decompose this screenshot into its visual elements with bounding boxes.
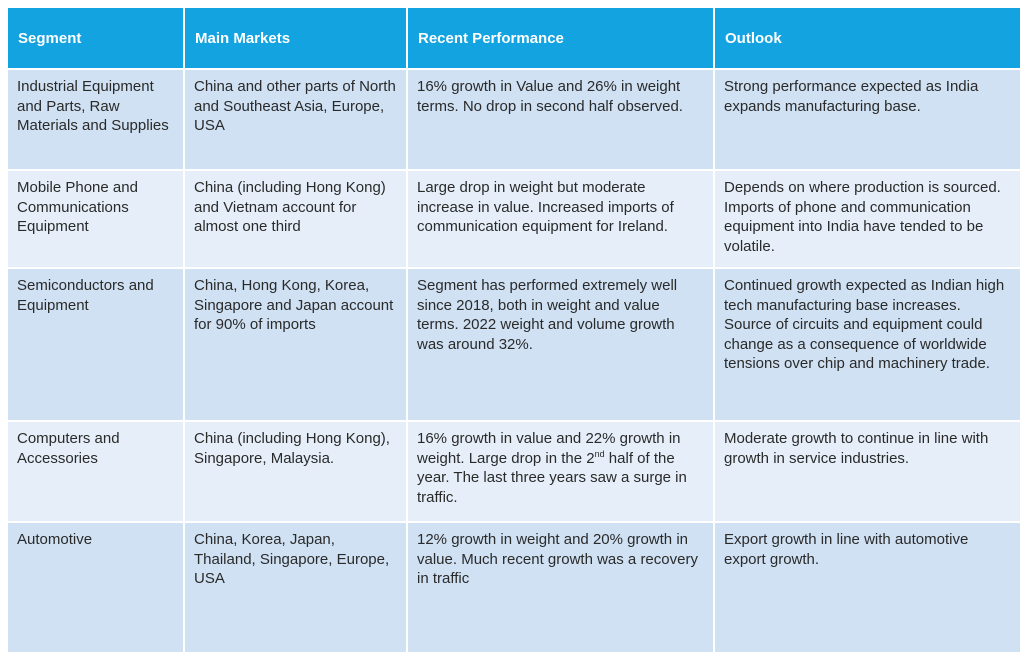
cell-performance: 12% growth in weight and 20% growth in v… — [406, 521, 715, 654]
cell-markets: China and other parts of North and South… — [183, 68, 408, 171]
header-row: Segment Main Markets Recent Performance … — [6, 6, 1022, 70]
cell-outlook: Export growth in line with automotive ex… — [713, 521, 1022, 654]
cell-markets: China (including Hong Kong), Singapore, … — [183, 420, 408, 523]
header-segment: Segment — [6, 6, 185, 70]
cell-segment: Semiconductors and Equipment — [6, 267, 185, 422]
cell-outlook: Depends on where production is sourced. … — [713, 169, 1022, 269]
cell-performance: 16% growth in value and 22% growth in we… — [406, 420, 715, 523]
cell-segment: Industrial Equipment and Parts, Raw Mate… — [6, 68, 185, 171]
table-row: Computers and Accessories China (includi… — [6, 420, 1022, 523]
table-row: Industrial Equipment and Parts, Raw Mate… — [6, 68, 1022, 171]
cell-outlook: Continued growth expected as Indian high… — [713, 267, 1022, 422]
cell-markets: China, Korea, Japan, Thailand, Singapore… — [183, 521, 408, 654]
cell-segment: Computers and Accessories — [6, 420, 185, 523]
header-main-markets: Main Markets — [183, 6, 408, 70]
ordinal-suffix: nd — [594, 448, 605, 459]
header-outlook: Outlook — [713, 6, 1022, 70]
cell-performance: Large drop in weight but moderate increa… — [406, 169, 715, 269]
performance-text-end: half of the year. The last three years s… — [417, 449, 687, 506]
performance-text-start: 16% growth in value and 22% growth in we… — [417, 430, 681, 467]
segments-table: Segment Main Markets Recent Performance … — [6, 6, 1022, 654]
table-row: Semiconductors and Equipment China, Hong… — [6, 267, 1022, 422]
table-row: Automotive China, Korea, Japan, Thailand… — [6, 521, 1022, 654]
cell-performance: Segment has performed extremely well sin… — [406, 267, 715, 422]
header-recent-performance: Recent Performance — [406, 6, 715, 70]
cell-segment: Mobile Phone and Communications Equipmen… — [6, 169, 185, 269]
cell-performance: 16% growth in Value and 26% in weight te… — [406, 68, 715, 171]
cell-outlook: Moderate growth to continue in line with… — [713, 420, 1022, 523]
cell-markets: China (including Hong Kong) and Vietnam … — [183, 169, 408, 269]
cell-markets: China, Hong Kong, Korea, Singapore and J… — [183, 267, 408, 422]
cell-segment: Automotive — [6, 521, 185, 654]
cell-outlook: Strong performance expected as India exp… — [713, 68, 1022, 171]
table-row: Mobile Phone and Communications Equipmen… — [6, 169, 1022, 269]
